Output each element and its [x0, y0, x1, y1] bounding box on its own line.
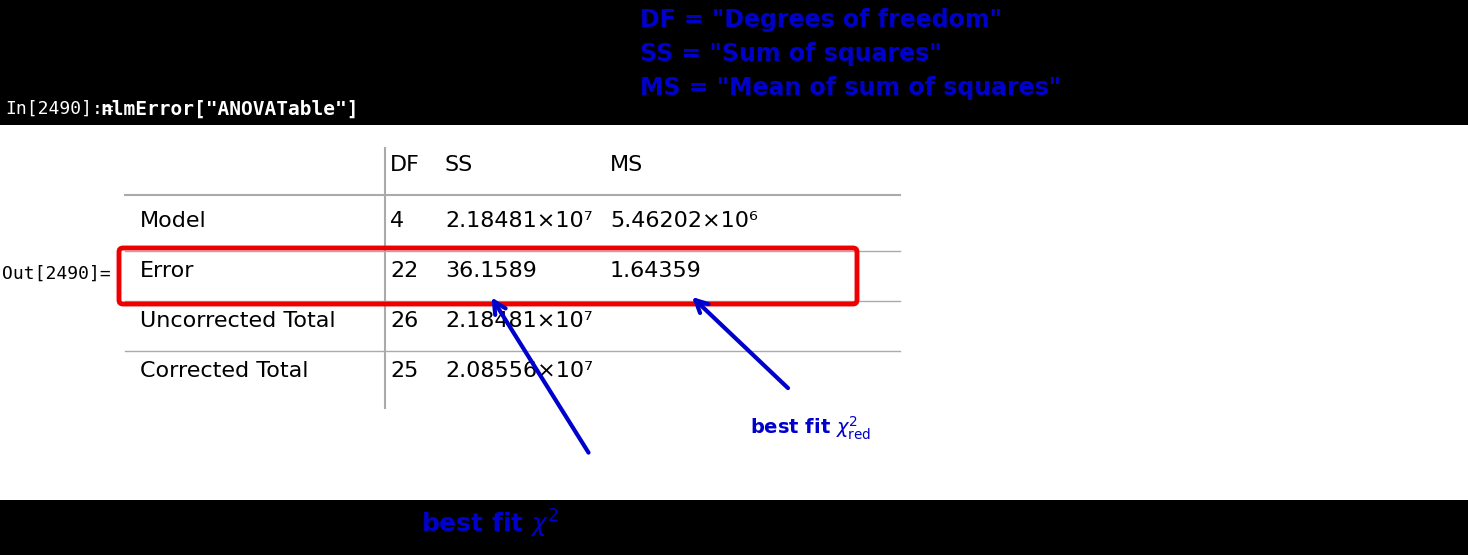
- Text: 22: 22: [390, 261, 418, 281]
- Text: best fit $\chi^2$: best fit $\chi^2$: [421, 508, 559, 540]
- Text: 26: 26: [390, 311, 418, 331]
- Text: nlmError["ANOVATable"]: nlmError["ANOVATable"]: [100, 100, 358, 119]
- Text: MS = "Mean of sum of squares": MS = "Mean of sum of squares": [640, 76, 1061, 100]
- Text: Model: Model: [139, 211, 207, 231]
- Bar: [0, 500, 1468, 555]
- Text: Corrected Total: Corrected Total: [139, 361, 308, 381]
- Text: 1.64359: 1.64359: [611, 261, 702, 281]
- Text: 2.08556×10⁷: 2.08556×10⁷: [445, 361, 593, 381]
- Text: Uncorrected Total: Uncorrected Total: [139, 311, 336, 331]
- Text: 36.1589: 36.1589: [445, 261, 537, 281]
- Text: SS = "Sum of squares": SS = "Sum of squares": [640, 42, 941, 66]
- Text: 2.18481×10⁷: 2.18481×10⁷: [445, 211, 593, 231]
- Text: 5.46202×10⁶: 5.46202×10⁶: [611, 211, 757, 231]
- Text: In[2490]:=: In[2490]:=: [4, 100, 113, 118]
- Text: Error: Error: [139, 261, 194, 281]
- Text: DF: DF: [390, 155, 420, 175]
- Text: 4: 4: [390, 211, 404, 231]
- Text: DF = "Degrees of freedom": DF = "Degrees of freedom": [640, 8, 1003, 32]
- Text: 25: 25: [390, 361, 418, 381]
- Text: SS: SS: [445, 155, 473, 175]
- Text: Out[2490]=: Out[2490]=: [1, 265, 110, 283]
- Text: 2.18481×10⁷: 2.18481×10⁷: [445, 311, 593, 331]
- Bar: [0, 125, 1468, 500]
- Text: best fit $\chi^2_{\rm red}$: best fit $\chi^2_{\rm red}$: [750, 415, 871, 442]
- Text: MS: MS: [611, 155, 643, 175]
